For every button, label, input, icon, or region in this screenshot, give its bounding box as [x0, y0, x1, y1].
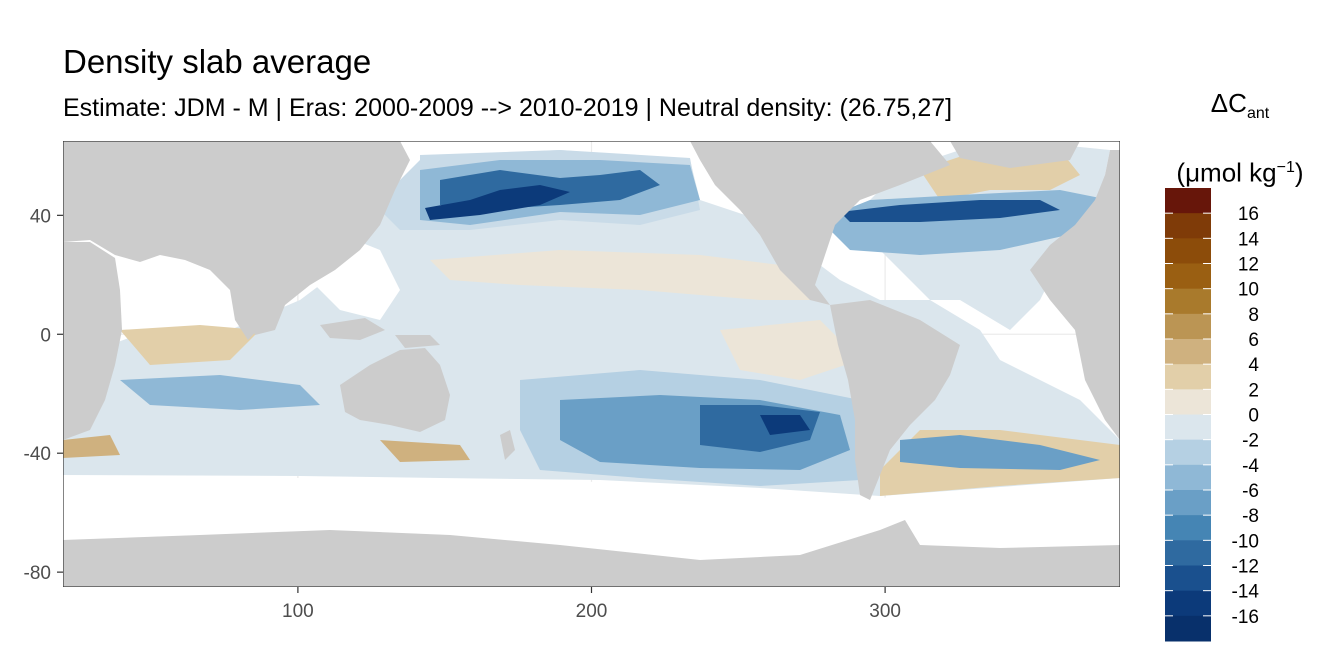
y-tick-label: 0 — [40, 325, 51, 346]
chart-subtitle: Estimate: JDM - M | Eras: 2000-2009 --> … — [63, 94, 953, 122]
legend-title-subscript: ant — [1246, 105, 1270, 123]
colorbar-label: -10 — [1232, 531, 1259, 552]
y-tick-label: -40 — [24, 444, 51, 465]
patch-se-pacific-positive — [720, 320, 860, 380]
colorbar-label: -16 — [1232, 607, 1259, 628]
patch-indian-south-medium — [120, 375, 320, 410]
patch-tropical-pacific-positive — [430, 250, 820, 300]
colorbar-swatch — [1165, 490, 1211, 516]
colorbar-swatch — [1165, 414, 1211, 441]
colorbar-swatch — [1165, 188, 1211, 214]
colorbar-label: 6 — [1248, 330, 1259, 351]
patch-north-atlantic-strong — [840, 200, 1060, 222]
colorbar-swatch — [1165, 590, 1211, 617]
colorbar-label: 10 — [1238, 280, 1259, 301]
chart-title: Density slab average — [63, 43, 372, 80]
land-africa — [63, 242, 122, 440]
land-antarctica — [63, 520, 1120, 587]
y-tick-label: -80 — [24, 563, 51, 584]
x-axis: 100 200 300 — [282, 587, 901, 622]
colorbar-swatch — [1165, 339, 1211, 365]
colorbar-swatch — [1165, 540, 1211, 566]
colorbar-swatch — [1165, 389, 1211, 415]
colorbar-label: 12 — [1238, 255, 1259, 276]
colorbar-label: -8 — [1242, 506, 1259, 527]
y-tick-label: 40 — [30, 206, 51, 227]
legend-unit-pre: (μmol kg — [1176, 157, 1277, 188]
legend-unit: (μmol kg−1) — [1150, 149, 1330, 192]
land-india — [230, 290, 270, 340]
legend-title-symbol: ΔC — [1210, 88, 1247, 118]
legend-unit-post: ) — [1294, 157, 1304, 188]
patch-south-pacific-darkest — [760, 415, 810, 435]
colorbar-label: 0 — [1248, 406, 1259, 427]
land-new-guinea — [395, 335, 440, 348]
land-maritime-se-asia — [320, 318, 385, 340]
land-australia — [340, 348, 450, 432]
legend-title: ΔCant (μmol kg−1) — [1150, 84, 1330, 192]
colorbar-swatch — [1165, 464, 1211, 491]
land-south-america — [830, 300, 960, 500]
colorbar-label: -4 — [1242, 456, 1259, 477]
patch-north-pacific-darkest — [425, 185, 570, 220]
colorbar-label: -6 — [1242, 481, 1259, 502]
colorbar-swatch — [1165, 515, 1211, 541]
colorbar-swatch — [1165, 565, 1211, 592]
colorbar-swatch — [1165, 364, 1211, 390]
colorbar-label: 4 — [1248, 355, 1259, 376]
x-tick-label: 200 — [576, 601, 608, 622]
patch-australia-south-positive — [380, 440, 470, 462]
colorbar-label: 16 — [1238, 204, 1259, 225]
negative-patches — [120, 160, 1110, 486]
colorbar-label: -2 — [1242, 431, 1259, 452]
patch-africa-south-positive — [63, 435, 120, 458]
land-new-zealand — [500, 430, 515, 460]
y-axis: 40 0 -40 -80 — [24, 206, 63, 584]
patch-south-atlantic-blue — [900, 435, 1100, 470]
colorbar-label: 14 — [1238, 229, 1260, 250]
colorbar: 16 14 12 10 8 6 4 2 0 -2 -4 -6 -8 -10 -12 -14 -16 — [1165, 188, 1259, 642]
x-tick-label: 100 — [282, 601, 314, 622]
colorbar-swatch — [1165, 439, 1211, 466]
land-eurasia — [63, 141, 410, 335]
land-north-america — [690, 141, 950, 305]
colorbar-label: 2 — [1248, 380, 1259, 401]
x-tick-label: 300 — [869, 601, 901, 622]
colorbar-swatch — [1165, 213, 1211, 239]
colorbar-label: 8 — [1248, 305, 1259, 326]
colorbar-swatch — [1165, 615, 1211, 642]
colorbar-swatch — [1165, 238, 1211, 264]
land-europe-africa-east — [1030, 150, 1120, 440]
patch-indian-positive — [120, 325, 260, 365]
land-greenland — [950, 141, 1080, 168]
colorbar-label: -14 — [1232, 582, 1260, 603]
colorbar-swatch — [1165, 263, 1211, 290]
land — [63, 141, 1120, 587]
colorbar-label: -12 — [1232, 557, 1259, 578]
map-panel — [63, 141, 1120, 587]
legend-unit-sup: −1 — [1276, 159, 1295, 177]
colorbar-swatch — [1165, 313, 1211, 340]
colorbar-swatch — [1165, 288, 1211, 315]
